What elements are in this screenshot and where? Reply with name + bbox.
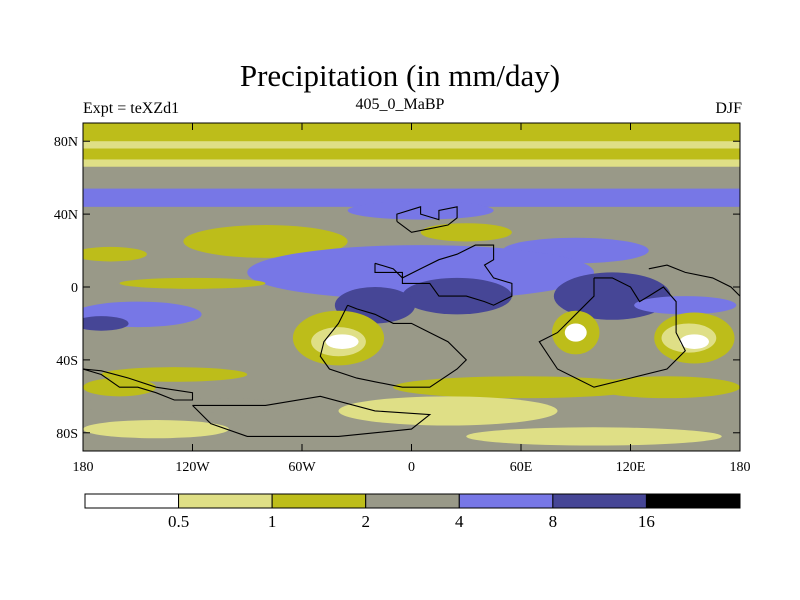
precip-region <box>119 277 266 289</box>
coastline <box>648 264 740 297</box>
y-tick-label: 40N <box>54 208 78 223</box>
y-tick-label: 0 <box>71 281 78 296</box>
x-tick-label: 0 <box>408 460 415 475</box>
latitude-band <box>83 159 740 168</box>
precip-region <box>83 420 229 439</box>
season-label: DJF <box>715 100 742 117</box>
colorbar-label: 0.5 <box>168 512 189 531</box>
coastline <box>192 395 432 437</box>
precip-region <box>564 323 587 342</box>
coastline <box>319 304 468 388</box>
colorbar-box <box>84 493 180 509</box>
precip-region <box>420 223 512 242</box>
x-tick-label: 60W <box>288 460 316 475</box>
precip-region <box>466 427 722 446</box>
latitude-band <box>83 141 740 150</box>
colorbar-box <box>552 493 647 509</box>
precip-region <box>634 296 737 315</box>
latitude-band <box>83 166 740 190</box>
precip-region <box>338 396 558 426</box>
experiment-label: Expt = teXZd1 <box>83 100 180 117</box>
colorbar: 0.5 1 2 4 8 16 <box>84 493 741 531</box>
precip-region <box>247 245 594 300</box>
precip-region <box>325 334 359 349</box>
latitude-band <box>83 188 740 208</box>
x-tick-label: 180 <box>73 460 94 475</box>
precip-region <box>83 246 147 262</box>
colorbar-label: 8 <box>549 512 558 531</box>
colorbar-label: 16 <box>638 512 655 531</box>
coastline <box>374 244 513 306</box>
y-tick-label: 80S <box>56 427 78 442</box>
precip-region <box>83 316 129 331</box>
y-axis: 80N 40N 0 40S 80S <box>54 135 740 442</box>
coastline <box>396 206 458 233</box>
latitude-band <box>83 123 740 142</box>
precip-region <box>101 367 248 382</box>
colorbar-box <box>458 493 554 509</box>
precip-region <box>594 376 740 399</box>
colorbar-label: 1 <box>268 512 277 531</box>
precip-region <box>679 334 709 349</box>
chart-title: Precipitation (in mm/day) <box>239 58 561 93</box>
precip-region <box>393 376 649 399</box>
x-tick-label: 120E <box>616 460 646 475</box>
colorbar-box <box>645 493 741 509</box>
x-tick-label: 180 <box>730 460 751 475</box>
x-tick-label: 60E <box>510 460 533 475</box>
coastline <box>83 368 194 401</box>
colorbar-box <box>365 493 460 509</box>
colorbar-box <box>178 493 273 509</box>
x-axis: 180 120W 60W 0 60E 120E 180 <box>73 123 751 475</box>
colorbar-label: 2 <box>361 512 370 531</box>
contour-fill <box>83 123 740 451</box>
coastline <box>538 277 686 388</box>
time-label: 405_0_MaBP <box>355 96 445 113</box>
y-tick-label: 80N <box>54 135 78 150</box>
y-tick-label: 40S <box>56 354 78 369</box>
coastline-outlines <box>83 206 740 437</box>
colorbar-label: 4 <box>455 512 464 531</box>
precip-region <box>183 225 348 258</box>
x-tick-label: 120W <box>175 460 210 475</box>
colorbar-box <box>271 493 367 509</box>
latitude-band <box>83 148 740 160</box>
